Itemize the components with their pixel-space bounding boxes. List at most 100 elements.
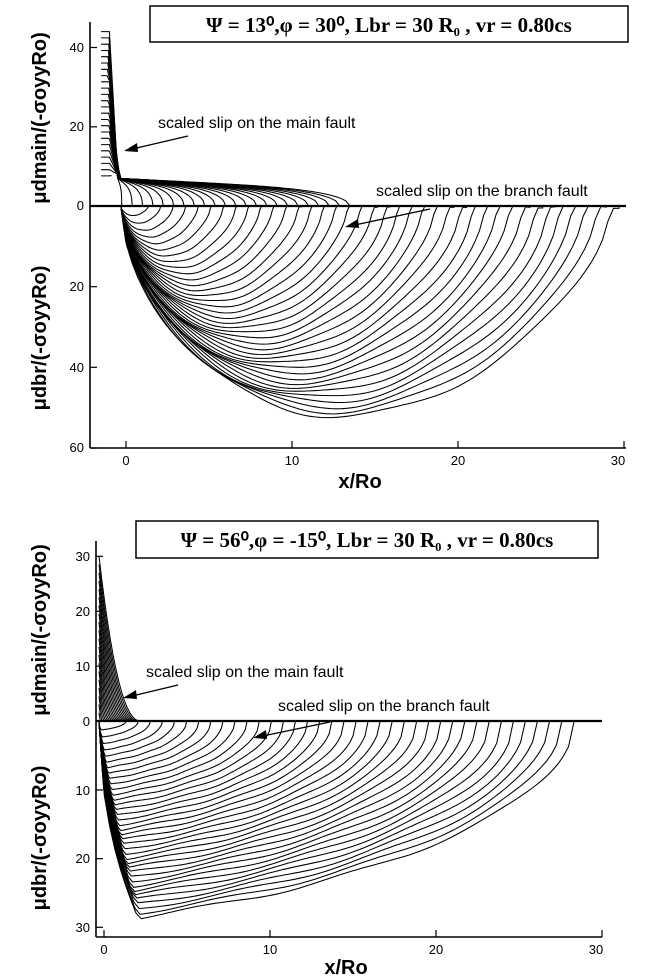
branch-fault-slip-curve bbox=[98, 720, 563, 915]
branch-fault-slip-curve bbox=[120, 205, 518, 381]
branch-fault-slip-curve bbox=[98, 721, 430, 865]
panel-1-x-label: x/Ro bbox=[338, 471, 381, 493]
main-fault-slip-curve bbox=[98, 556, 141, 722]
branch-fault-slip-curve bbox=[120, 205, 213, 251]
branch-fault-slip-curve bbox=[98, 720, 188, 763]
branch-fault-slip-curve bbox=[98, 720, 309, 815]
panel-2-y-label-branch: μdbr/(-σoyyRo) bbox=[29, 766, 51, 911]
branch-fault-slip-curve bbox=[120, 205, 175, 231]
branch-fault-slip-curve bbox=[98, 720, 321, 821]
branch-fault-slip-curve bbox=[120, 205, 429, 345]
branch-fault-slip-curve bbox=[120, 205, 505, 375]
panel-2-arrow-branch bbox=[257, 721, 331, 738]
branch-fault-slip-curve bbox=[120, 205, 200, 245]
branch-fault-slip-curve bbox=[98, 720, 127, 731]
branch-fault-slip-curve bbox=[98, 721, 514, 896]
main-fault-slip-curve bbox=[101, 144, 164, 207]
panel-1-y-tick-branch-60: 60 bbox=[70, 440, 84, 455]
main-fault-slip-curve bbox=[98, 613, 126, 722]
panel-1-branch-fault-curves bbox=[120, 205, 620, 419]
panel-2-y-tick-branch-30: 30 bbox=[76, 920, 90, 935]
branch-fault-slip-curve bbox=[120, 205, 315, 297]
main-fault-slip-curve bbox=[98, 696, 106, 722]
branch-fault-slip-curve bbox=[120, 205, 353, 314]
main-fault-slip-curve bbox=[101, 31, 351, 207]
branch-fault-slip-curve bbox=[98, 720, 381, 844]
branch-fault-slip-curve bbox=[98, 720, 369, 840]
panel-1-y-tick-branch-20: 20 bbox=[70, 279, 84, 294]
branch-fault-slip-curve bbox=[120, 205, 150, 217]
panel-2-x-ticks bbox=[103, 930, 603, 937]
branch-fault-slip-curve bbox=[98, 721, 272, 801]
branch-fault-slip-curve bbox=[120, 205, 290, 287]
branch-fault-slip-curve bbox=[120, 205, 162, 224]
panel-2-main-fault-curves bbox=[98, 556, 141, 722]
branch-fault-slip-curve bbox=[120, 205, 480, 363]
main-fault-slip-curve bbox=[98, 679, 110, 722]
branch-fault-slip-curve bbox=[120, 205, 239, 263]
branch-fault-slip-curve bbox=[120, 205, 531, 386]
branch-fault-slip-curve bbox=[120, 205, 226, 257]
panel-1-y-label-main: μdmain/(-σoyyRo) bbox=[29, 32, 51, 203]
panel-2-y-tick-main-30: 30 bbox=[76, 549, 90, 564]
branch-fault-slip-curve bbox=[120, 205, 581, 404]
branch-fault-slip-curve bbox=[98, 721, 442, 868]
branch-fault-slip-curve bbox=[120, 205, 569, 397]
panel-2: Ψ = 56⁰,φ = -15⁰, Lbr = 30 R₀ , vr = 0.8… bbox=[29, 520, 603, 979]
branch-fault-slip-curve bbox=[98, 720, 151, 745]
main-fault-slip-curve bbox=[98, 638, 120, 722]
branch-fault-slip-curve bbox=[98, 720, 539, 904]
branch-fault-slip-curve bbox=[98, 720, 212, 774]
branch-fault-slip-curve bbox=[120, 205, 492, 368]
panel-1-parameter-box bbox=[149, 5, 629, 43]
branch-fault-slip-curve bbox=[120, 206, 302, 292]
panel-2-annotation-branch: scaled slip on the branch fault bbox=[278, 698, 490, 715]
branch-fault-slip-curve bbox=[98, 720, 478, 883]
branch-fault-slip-curve bbox=[98, 720, 333, 827]
main-fault-slip-curve bbox=[101, 169, 123, 207]
panel-1-y-tick-main-0: 0 bbox=[77, 198, 84, 213]
main-fault-slip-curve bbox=[98, 704, 104, 722]
branch-fault-slip-curve bbox=[120, 205, 340, 308]
branch-fault-slip-curve bbox=[98, 720, 490, 888]
branch-fault-slip-curve bbox=[98, 721, 357, 836]
panel-2-x-tick-20: 20 bbox=[429, 942, 443, 957]
panel-1-x-tick-20: 20 bbox=[451, 453, 465, 468]
panel-1-arrowhead-main bbox=[124, 143, 138, 152]
main-fault-slip-curve bbox=[98, 564, 139, 722]
branch-fault-slip-curve bbox=[98, 721, 502, 893]
panel-2-y-tick-main-20: 20 bbox=[76, 604, 90, 619]
branch-fault-slip-curve bbox=[120, 206, 544, 389]
main-fault-slip-curve bbox=[98, 580, 135, 722]
branch-fault-slip-curve bbox=[98, 720, 176, 757]
panel-2-y-tick-branch-20: 20 bbox=[76, 851, 90, 866]
panel-1-y-tick-branch-40: 40 bbox=[70, 360, 84, 375]
main-fault-slip-curve bbox=[98, 572, 137, 722]
panel-2-parameter-box bbox=[135, 520, 599, 559]
branch-fault-slip-curve bbox=[98, 720, 393, 850]
panel-1-x-tick-10: 10 bbox=[285, 453, 299, 468]
branch-fault-slip-curve bbox=[120, 205, 403, 333]
panel-1-parameter-label: Ψ = 13⁰,φ = 30⁰, Lbr = 30 R₀ , vr = 0.80… bbox=[206, 13, 572, 37]
panel-2-x-tick-30: 30 bbox=[589, 942, 603, 957]
branch-fault-slip-curve bbox=[120, 206, 391, 329]
panel-1-x-tick-30: 30 bbox=[611, 453, 625, 468]
branch-fault-slip-curve bbox=[98, 721, 575, 920]
main-fault-slip-curve bbox=[98, 622, 124, 722]
branch-fault-slip-curve bbox=[120, 205, 607, 415]
panel-2-parameter-label: Ψ = 56⁰,φ = -15⁰, Lbr = 30 R₀ , vr = 0.8… bbox=[181, 528, 554, 552]
branch-fault-slip-curve bbox=[98, 721, 284, 806]
branch-fault-slip-curve bbox=[98, 720, 405, 855]
main-fault-slip-curve bbox=[101, 137, 175, 207]
branch-fault-slip-curve bbox=[98, 720, 236, 785]
main-fault-slip-curve bbox=[98, 597, 131, 722]
panel-2-y-tick-main-10: 10 bbox=[76, 659, 90, 674]
branch-fault-slip-curve bbox=[120, 205, 251, 268]
branch-fault-slip-curve bbox=[120, 205, 416, 339]
branch-fault-slip-curve bbox=[120, 206, 620, 419]
panel-2-y-tick-branch-10: 10 bbox=[76, 783, 90, 798]
branch-fault-slip-curve bbox=[120, 206, 557, 392]
main-fault-slip-curve bbox=[98, 605, 129, 722]
panel-1-arrow-main bbox=[127, 135, 189, 151]
